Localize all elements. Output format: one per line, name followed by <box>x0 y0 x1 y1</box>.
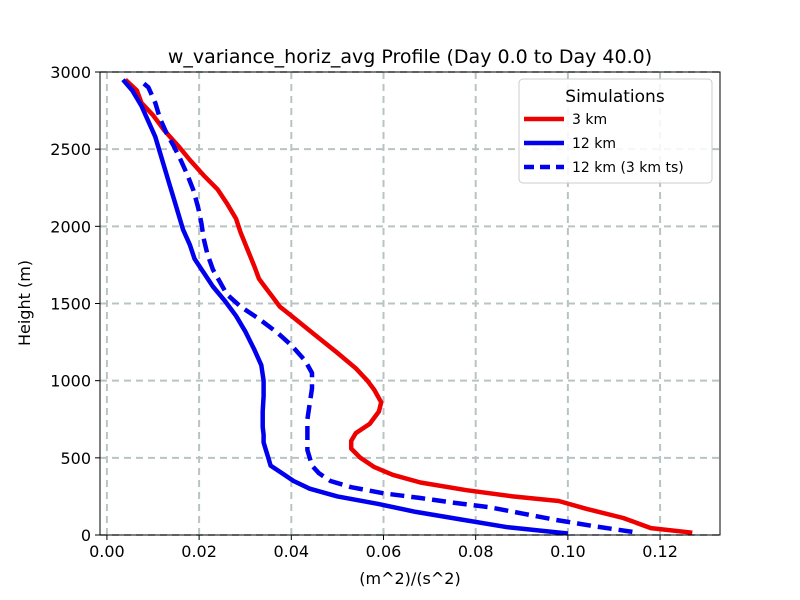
x-tick-label: 0.02 <box>181 542 217 561</box>
x-tick-label: 0.10 <box>550 542 586 561</box>
y-tick-label: 0 <box>81 526 91 545</box>
series-lines <box>121 77 693 536</box>
y-tick-label: 2500 <box>50 140 91 159</box>
series-line-3-km <box>123 78 693 535</box>
legend-label-12-km-3-km-ts: 12 km (3 km ts) <box>572 160 684 176</box>
y-axis-label: Height (m) <box>15 260 34 346</box>
series-line-12-km <box>121 78 569 536</box>
chart-title: w_variance_horiz_avg Profile (Day 0.0 to… <box>168 46 652 68</box>
y-tick-label: 1500 <box>50 295 91 314</box>
x-tick-label: 0.08 <box>458 542 494 561</box>
y-tick-label: 500 <box>60 449 91 468</box>
x-tick-label: 0.06 <box>366 542 402 561</box>
legend-box <box>518 78 713 184</box>
series-line-12-km-3-km-ts <box>137 77 633 535</box>
axis-ticks: 0.00 0.02 0.04 0.06 0.08 0.10 0.12 0 500 1000 1500… <box>50 63 678 561</box>
y-tick-label: 2000 <box>50 217 91 236</box>
x-axis-label: (m^2)/(s^2) <box>359 569 460 588</box>
legend: Simulations 3 km 12 km 12 km (3 km ts) <box>518 78 713 184</box>
y-tick-label: 1000 <box>50 372 91 391</box>
x-tick-label: 0.12 <box>642 542 678 561</box>
legend-label-3-km: 3 km <box>572 112 607 128</box>
legend-title: Simulations <box>565 87 665 107</box>
y-tick-label: 3000 <box>50 63 91 82</box>
x-tick-label: 0.04 <box>273 542 309 561</box>
x-tick-label: 0.00 <box>89 542 125 561</box>
legend-label-12-km: 12 km <box>572 136 616 152</box>
